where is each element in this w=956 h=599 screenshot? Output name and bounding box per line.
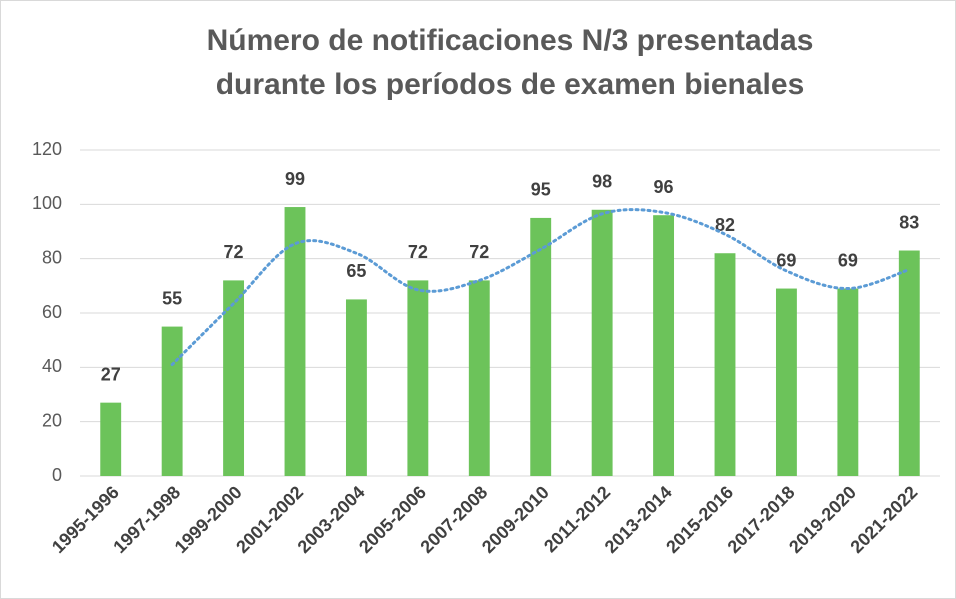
bar [837, 288, 859, 476]
data-label: 72 [408, 242, 428, 262]
data-label: 69 [838, 250, 858, 270]
data-label: 99 [285, 169, 305, 189]
y-tick-label: 120 [32, 139, 62, 159]
data-label: 72 [469, 242, 489, 262]
y-tick-label: 40 [42, 356, 62, 376]
bar [530, 217, 552, 476]
data-label: 65 [346, 261, 366, 281]
bar [714, 253, 736, 476]
y-tick-label: 60 [42, 302, 62, 322]
chart-title: Número de notificaciones N/3 presentadas [207, 24, 814, 57]
bar [653, 215, 675, 476]
y-tick-label: 0 [52, 465, 62, 485]
bar [223, 280, 245, 476]
bar [591, 209, 613, 476]
bar [161, 326, 183, 476]
bar [775, 288, 797, 476]
data-label: 55 [162, 288, 182, 308]
bar [345, 299, 367, 476]
data-label: 98 [592, 172, 612, 192]
y-tick-label: 100 [32, 193, 62, 213]
bar [100, 402, 122, 476]
bar [407, 280, 429, 476]
y-tick-label: 80 [42, 247, 62, 267]
data-label: 96 [654, 177, 674, 197]
data-label: 27 [101, 364, 121, 384]
chart-title: durante los períodos de examen bienales [216, 68, 805, 101]
data-label: 82 [715, 215, 735, 235]
trendline [170, 208, 911, 367]
bar [284, 207, 306, 477]
data-label: 83 [899, 212, 919, 232]
data-label: 69 [776, 250, 796, 270]
bar [898, 250, 920, 476]
bar [468, 280, 490, 476]
y-tick-label: 20 [42, 410, 62, 430]
data-label: 72 [224, 242, 244, 262]
data-label: 95 [531, 180, 551, 200]
